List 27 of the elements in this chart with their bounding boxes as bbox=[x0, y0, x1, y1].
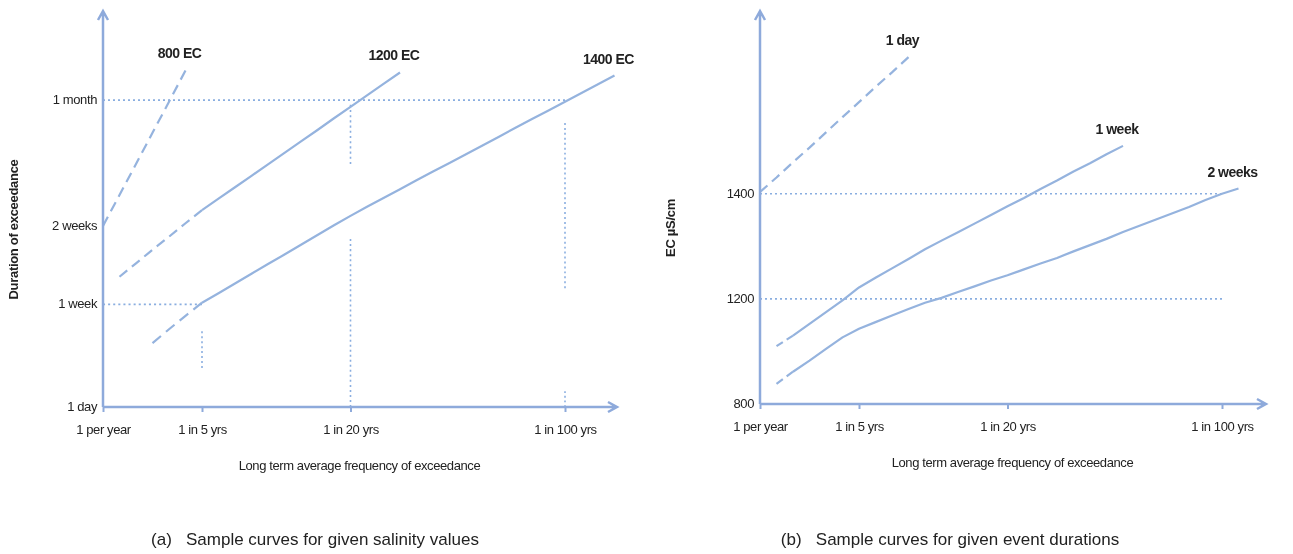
x-axis-title: Long term average frequency of exceedance bbox=[891, 455, 1134, 470]
annotation: 2 weeks bbox=[52, 217, 98, 233]
annotation: 1400 bbox=[726, 185, 755, 201]
annotation: 1 week bbox=[58, 296, 98, 312]
annotation: 1200 bbox=[726, 290, 755, 306]
annotation: 1 month bbox=[52, 92, 98, 108]
x-tick-label: 1 in 20 yrs bbox=[980, 418, 1037, 434]
x-tick-label: 1 per year bbox=[733, 418, 789, 434]
x-tick-label: 1 in 100 yrs bbox=[534, 421, 598, 437]
y-axis-title: EC µS/cm bbox=[663, 199, 678, 257]
x-tick-label: 1 per year bbox=[76, 421, 132, 437]
text: 800 bbox=[733, 396, 755, 411]
text: 1 day bbox=[67, 399, 98, 414]
x-axis-title: Long term average frequency of exceedance bbox=[238, 458, 481, 473]
x-tick-label: 1 in 5 yrs bbox=[178, 421, 228, 437]
series-label: 2 weeks bbox=[1207, 163, 1259, 180]
text: (b) Sample curves for given event durations bbox=[780, 530, 1120, 549]
series-label: 1400 EC bbox=[583, 50, 635, 67]
series-label: 1 week bbox=[1095, 120, 1140, 137]
series-label: 800 EC bbox=[157, 45, 202, 62]
x-tick-label: 1 in 100 yrs bbox=[1191, 418, 1255, 434]
y-axis-title: Duration of exceedance bbox=[6, 159, 21, 300]
series-label: 1200 EC bbox=[368, 47, 420, 64]
text: (a) Sample curves for given salinity values bbox=[151, 530, 479, 549]
x-tick-label: 1 in 5 yrs bbox=[835, 418, 885, 434]
series-label: 1 day bbox=[885, 32, 920, 49]
x-tick-label: 1 in 20 yrs bbox=[323, 421, 380, 437]
